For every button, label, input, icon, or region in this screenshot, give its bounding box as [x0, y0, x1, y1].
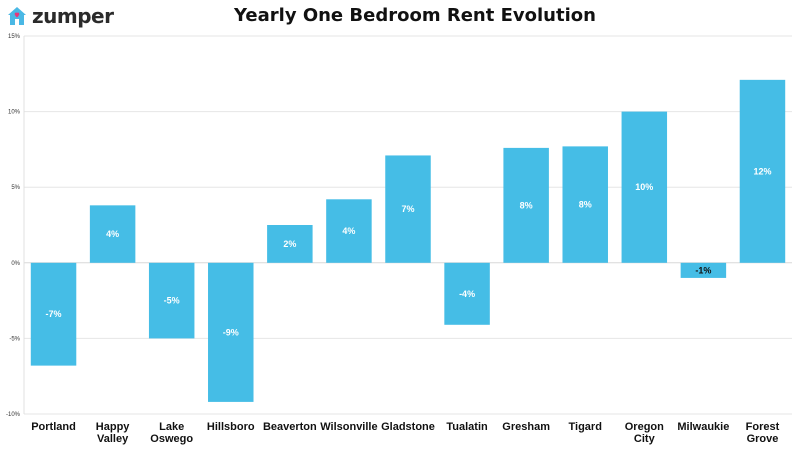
bar: [621, 111, 668, 263]
x-tick-label: Portland: [31, 421, 76, 433]
x-tick-label: Wilsonville: [320, 421, 377, 433]
house-icon: [8, 7, 26, 25]
data-label: 4%: [106, 229, 119, 239]
bar: [503, 147, 549, 263]
bar: [30, 262, 77, 366]
y-tick-label: 0%: [11, 261, 20, 267]
x-tick-label: Milwaukie: [677, 421, 729, 433]
bar: [148, 262, 195, 339]
bar: [562, 146, 608, 263]
bar: [385, 155, 431, 263]
bar: [739, 79, 786, 263]
y-tick-label: -10%: [6, 412, 21, 418]
y-tick-label: 10%: [8, 110, 21, 116]
x-tick-label: Happy: [96, 421, 131, 433]
bar: [89, 205, 136, 263]
x-tick-label: City: [634, 433, 656, 445]
data-label: 12%: [753, 166, 771, 176]
x-tick-label: Beaverton: [263, 421, 317, 433]
bar: [444, 262, 490, 325]
zumper-logo: zumper: [6, 4, 114, 28]
x-tick-label: Gladstone: [381, 421, 435, 433]
data-label: 8%: [579, 200, 592, 210]
chart-title: Yearly One Bedroom Rent Evolution: [234, 5, 596, 26]
data-label: -1%: [695, 265, 711, 275]
bar: [680, 262, 727, 278]
x-tick-label: Oregon: [625, 421, 664, 433]
data-label: -7%: [46, 309, 62, 319]
bar: [326, 199, 372, 263]
data-label: 4%: [342, 226, 355, 236]
x-tick-label: Tualatin: [446, 421, 488, 433]
x-tick-label: Forest: [746, 421, 780, 433]
x-tick-label: Lake: [159, 421, 184, 433]
x-tick-label: Grove: [747, 433, 779, 445]
x-tick-label: Gresham: [502, 421, 550, 433]
x-tick-label: Hillsboro: [207, 421, 255, 433]
data-label: 10%: [635, 182, 653, 192]
data-label: 7%: [401, 204, 414, 214]
y-tick-label: 5%: [11, 185, 20, 191]
bar: [208, 262, 254, 402]
x-tick-label: Valley: [97, 433, 129, 445]
x-tick-label: Oswego: [150, 433, 193, 445]
y-tick-label: -5%: [9, 336, 20, 342]
y-tick-label: 15%: [8, 34, 21, 40]
data-label: -5%: [164, 296, 180, 306]
data-label: -9%: [223, 327, 239, 337]
data-label: 2%: [283, 239, 296, 249]
brand-name: zumper: [32, 4, 114, 28]
data-label: -4%: [459, 289, 475, 299]
bar: [267, 225, 313, 263]
x-tick-label: Tigard: [569, 421, 602, 433]
data-label: 8%: [520, 200, 533, 210]
